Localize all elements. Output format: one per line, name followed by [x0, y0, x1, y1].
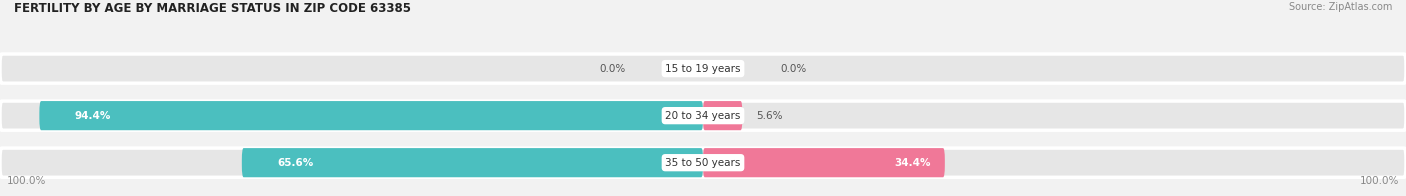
- Text: Source: ZipAtlas.com: Source: ZipAtlas.com: [1288, 2, 1392, 12]
- FancyBboxPatch shape: [242, 148, 703, 177]
- Text: 15 to 19 years: 15 to 19 years: [665, 64, 741, 74]
- Text: 5.6%: 5.6%: [756, 111, 783, 121]
- Text: 0.0%: 0.0%: [780, 64, 807, 74]
- Text: 0.0%: 0.0%: [599, 64, 626, 74]
- Text: 94.4%: 94.4%: [75, 111, 111, 121]
- FancyBboxPatch shape: [0, 101, 1406, 130]
- Text: 100.0%: 100.0%: [7, 176, 46, 186]
- Text: 34.4%: 34.4%: [894, 158, 931, 168]
- FancyBboxPatch shape: [703, 101, 742, 130]
- Text: FERTILITY BY AGE BY MARRIAGE STATUS IN ZIP CODE 63385: FERTILITY BY AGE BY MARRIAGE STATUS IN Z…: [14, 2, 411, 15]
- Text: 35 to 50 years: 35 to 50 years: [665, 158, 741, 168]
- Text: 65.6%: 65.6%: [277, 158, 314, 168]
- FancyBboxPatch shape: [0, 54, 1406, 83]
- FancyBboxPatch shape: [0, 148, 1406, 177]
- FancyBboxPatch shape: [39, 101, 703, 130]
- Text: 100.0%: 100.0%: [1360, 176, 1399, 186]
- FancyBboxPatch shape: [703, 148, 945, 177]
- Text: 20 to 34 years: 20 to 34 years: [665, 111, 741, 121]
